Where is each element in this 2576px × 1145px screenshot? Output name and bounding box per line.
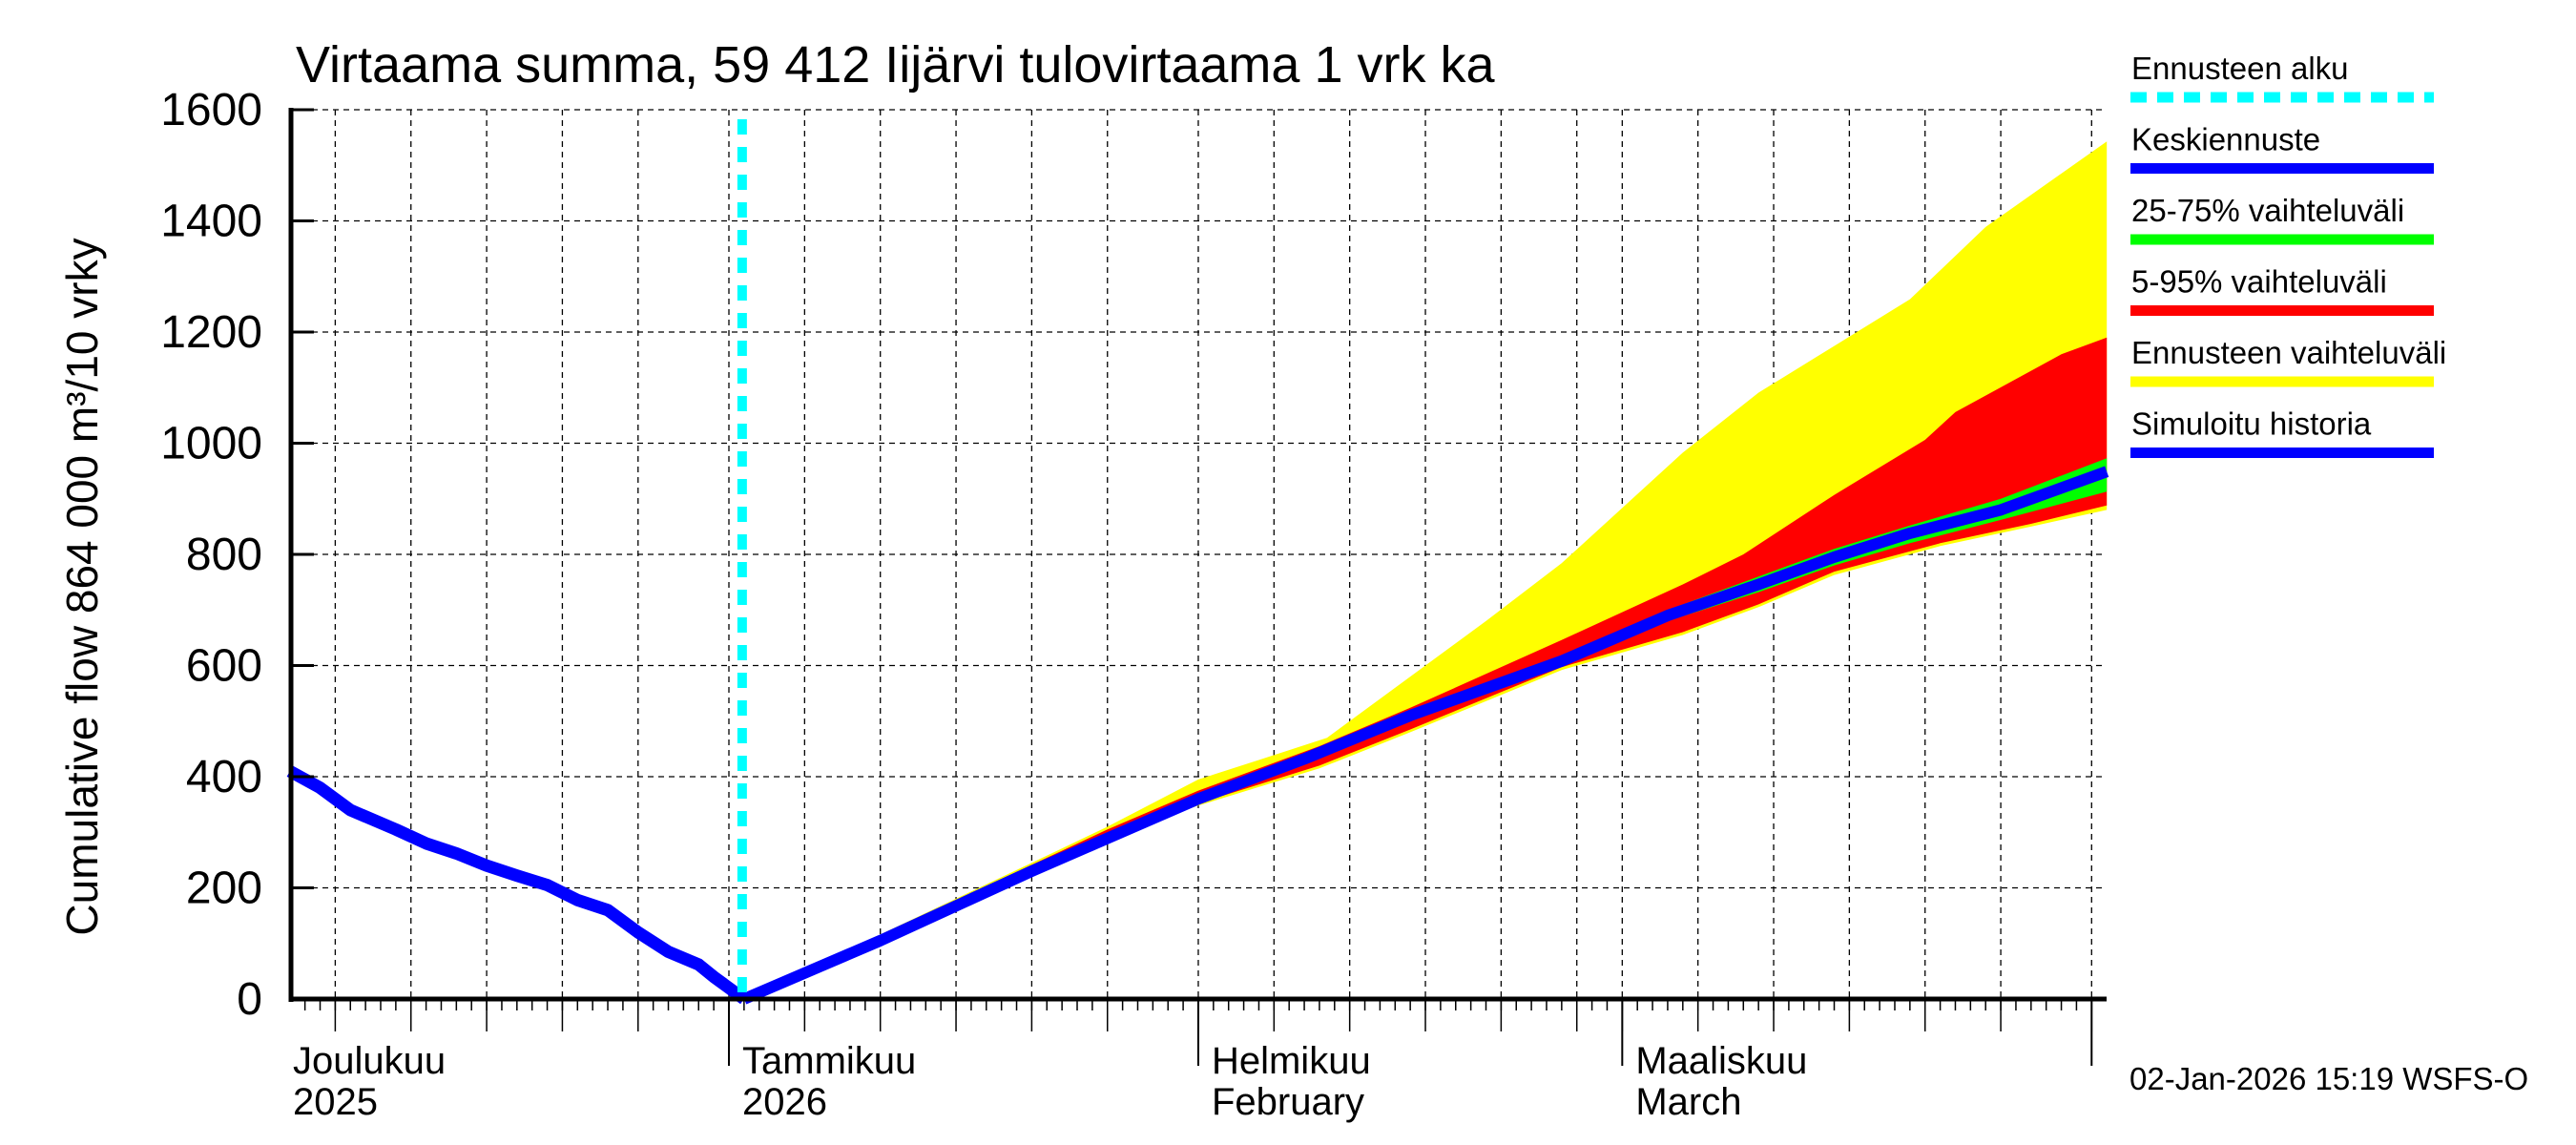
month-label-line1: Joulukuu: [293, 1040, 446, 1082]
y-tick-label: 1600: [160, 85, 262, 135]
month-label-line2: 2025: [293, 1081, 378, 1123]
y-tick-label: 0: [237, 974, 262, 1025]
y-axis-label: Cumulative flow 864 000 m³/10 vrky: [57, 238, 107, 935]
month-label-line1: Helmikuu: [1212, 1040, 1371, 1082]
chart-title: Virtaama summa, 59 412 Iijärvi tulovirta…: [296, 36, 1495, 94]
series-lines: [286, 119, 2109, 1005]
y-tick-label: 600: [186, 641, 262, 692]
month-label-line1: Maaliskuu: [1635, 1040, 1807, 1082]
month-label-line2: March: [1635, 1081, 1741, 1123]
legend: Ennusteen alku Keskiennuste 25-75% vaihtel…: [2130, 51, 2446, 458]
legend-label: 5-95% vaihteluväli: [2131, 264, 2387, 300]
month-label-line2: 2026: [742, 1081, 827, 1123]
legend-label: Ennusteen alku: [2131, 51, 2349, 86]
y-tick-label: 1200: [160, 307, 262, 358]
y-tick-label: 1400: [160, 197, 262, 247]
y-tick-label: 1000: [160, 419, 262, 469]
y-tick-label: 200: [186, 864, 262, 914]
y-tick-label: 400: [186, 752, 262, 802]
simulated-history-line: [286, 765, 748, 1005]
legend-label: Keskiennuste: [2131, 122, 2320, 157]
legend-label: Ennusteen vaihteluväli: [2131, 335, 2446, 370]
median-forecast-line: [741, 466, 2109, 1005]
y-tick-label: 800: [186, 530, 262, 580]
y-tick-labels: 0 200 400 600 800 1000 1200 1400 1600: [160, 85, 262, 1025]
axes: [288, 108, 2107, 1066]
legend-label: Simuloitu historia: [2131, 406, 2372, 442]
legend-label: 25-75% vaihteluväli: [2131, 193, 2404, 228]
month-label-line1: Tammikuu: [742, 1040, 916, 1082]
timestamp-footer: 02-Jan-2026 15:19 WSFS-O: [2129, 1061, 2528, 1096]
month-label-line2: February: [1212, 1081, 1364, 1123]
